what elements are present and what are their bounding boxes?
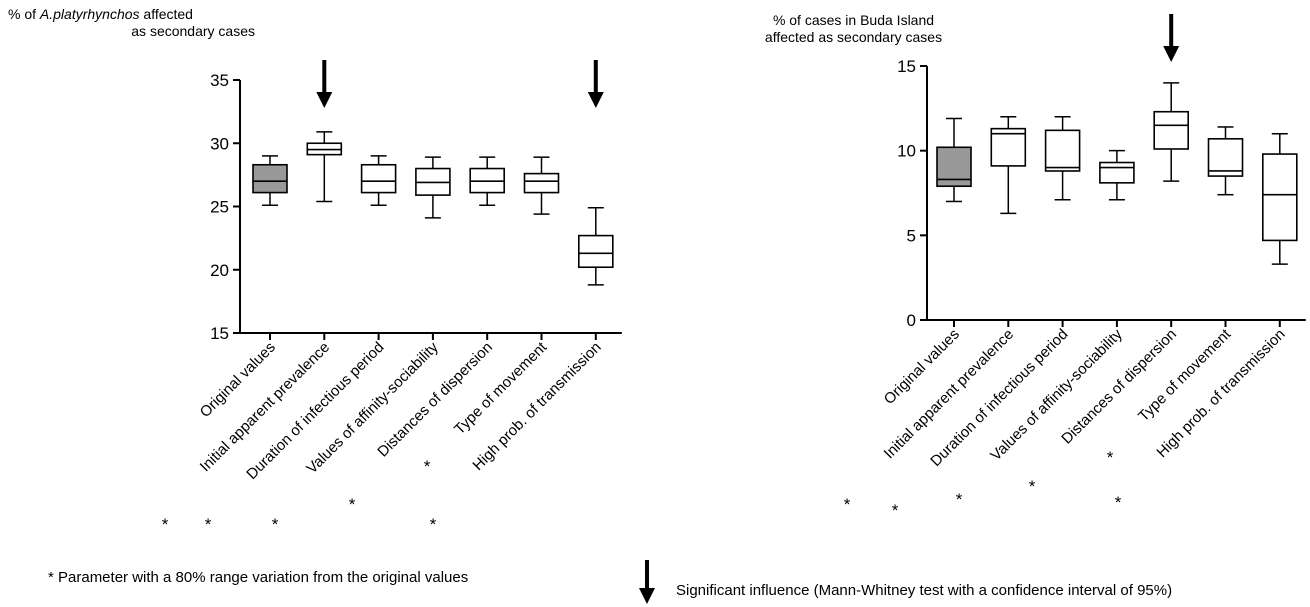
left-ylabel-line2: as secondary cases <box>131 23 255 39</box>
significance-arrow-icon-head <box>316 92 333 108</box>
asterisk-mark: * <box>1107 448 1114 467</box>
significance-arrow-icon-head <box>1163 46 1180 62</box>
box-7: High prob. of transmission <box>469 60 614 474</box>
arrow-note: Significant influence (Mann-Whitney test… <box>676 582 1173 599</box>
left-ylabel-prefix: % of <box>8 6 40 22</box>
left-ylabel-species: A.platyrhynchos <box>39 6 140 22</box>
y-tick-label: 5 <box>907 226 916 245</box>
asterisk-mark: * <box>205 515 212 534</box>
y-tick-label: 25 <box>210 198 229 217</box>
right-chart-ylabel: % of cases in Buda Island affected as se… <box>736 12 971 46</box>
significance-arrow-icon <box>316 60 333 108</box>
y-tick-label: 35 <box>210 71 229 90</box>
asterisk-mark: * <box>892 501 899 520</box>
asterisk-mark: * <box>956 490 963 509</box>
asterisk-mark: * <box>1029 477 1036 496</box>
box-iqr <box>252 163 288 194</box>
asterisk-mark: * <box>162 515 169 534</box>
box-iqr <box>1099 161 1135 184</box>
y-tick-label: 10 <box>897 142 916 161</box>
y-tick-label: 30 <box>210 134 229 153</box>
legend-arrow <box>639 560 655 604</box>
box-iqr <box>1207 138 1244 177</box>
asterisk-note: * Parameter with a 80% range variation f… <box>48 569 469 586</box>
box-4: Values of affinity-sociability <box>987 149 1135 464</box>
asterisk-mark: * <box>430 515 437 534</box>
legend-arrow-icon <box>639 560 655 604</box>
box-iqr <box>577 234 614 269</box>
category-label: Type of movement <box>451 338 551 438</box>
box-iqr <box>990 127 1027 167</box>
y-tick-label: 15 <box>897 57 916 76</box>
y-tick-label: 20 <box>210 261 229 280</box>
asterisk-mark: * <box>424 457 431 476</box>
box-iqr <box>523 172 560 194</box>
asterisk-mark: * <box>349 495 356 514</box>
box-iqr <box>1044 129 1081 172</box>
asterisk-mark: * <box>272 515 279 534</box>
significance-arrow-icon <box>587 60 604 108</box>
right-ylabel-line1: % of cases in Buda Island <box>772 12 935 28</box>
box-iqr <box>936 146 972 188</box>
y-tick-label: 0 <box>907 311 916 330</box>
y-tick-label: 15 <box>210 324 229 343</box>
box-iqr <box>360 163 397 194</box>
right-ylabel-line2: affected as secondary cases <box>764 29 943 45</box>
box-1: Original values <box>197 155 288 421</box>
box-iqr <box>1262 153 1298 242</box>
legend-arrow-head <box>639 588 655 604</box>
box-1: Original values <box>881 117 972 408</box>
left-ylabel-suffix: affected <box>139 6 193 22</box>
asterisk-mark: * <box>1115 493 1122 512</box>
category-label: Type of movement <box>1135 325 1235 425</box>
asterisk-mark: * <box>844 495 851 514</box>
significance-arrow-icon-head <box>587 92 604 108</box>
significance-arrow-icon <box>1163 14 1180 62</box>
box-iqr <box>1153 110 1189 150</box>
left-chart-ylabel: % of A.platyrhynchos affected as seconda… <box>8 6 263 40</box>
